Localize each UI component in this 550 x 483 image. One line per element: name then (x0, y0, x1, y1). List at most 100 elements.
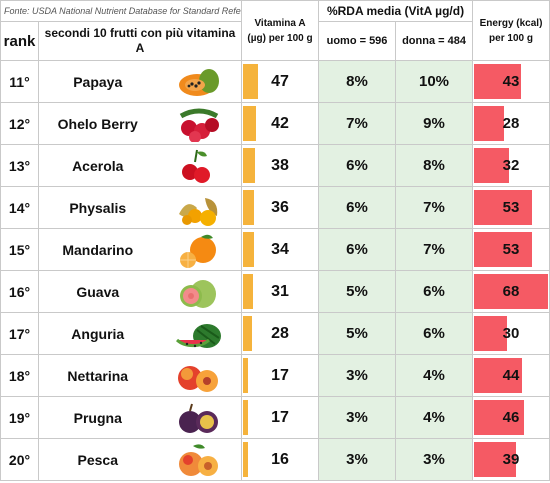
vitamin-bar (243, 190, 255, 225)
vitamin-cell: 31 (241, 270, 320, 313)
fruit-name: Pesca (38, 438, 157, 481)
vitamin-cell: 42 (241, 102, 320, 145)
fruit-image-cell (156, 270, 243, 313)
rank-cell: 17° (0, 312, 39, 355)
vitamin-bar (243, 274, 253, 309)
rda-male-cell: 6% (318, 228, 397, 271)
vitamin-cell: 17 (241, 396, 320, 439)
energy-value: 43 (502, 73, 520, 90)
rda-female-cell: 4% (395, 396, 474, 439)
rank-cell: 20° (0, 438, 39, 481)
rda-female-cell: 3% (395, 438, 474, 481)
energy-bar (474, 358, 522, 393)
vitamin-value: 34 (271, 240, 289, 258)
energy-cell: 53 (472, 186, 550, 229)
energy-bar (474, 442, 517, 477)
ohelo-berry-icon (179, 108, 219, 142)
papaya-icon (178, 68, 219, 96)
energy-cell: 46 (472, 396, 550, 439)
energy-cell: 43 (472, 60, 550, 103)
table-row: 17° Anguria 28 5% 6% 30 (0, 312, 550, 355)
energy-cell: 68 (472, 270, 550, 313)
energy-bar (474, 316, 507, 351)
table-row: 12° Ohelo Berry 42 7% 9% 28 (0, 102, 550, 145)
fruit-name: Physalis (38, 186, 157, 229)
vitamin-cell: 47 (241, 60, 320, 103)
energy-bar (474, 148, 509, 183)
fruit-name: Acerola (38, 144, 157, 187)
table-row: 16° Guava 31 5% 6% 68 (0, 270, 550, 313)
rda-male-cell: 5% (318, 270, 397, 313)
fruit-image-cell (156, 438, 243, 481)
energy-cell: 28 (472, 102, 550, 145)
table-subtitle: secondi 10 frutti con più vitamina A (37, 21, 243, 61)
rank-cell: 13° (0, 144, 39, 187)
table-row: 13° Acerola 38 6% 8% 32 (0, 144, 550, 187)
rda-female-cell: 10% (395, 60, 474, 103)
fruit-name: Guava (38, 270, 157, 313)
mandarin-icon (179, 234, 216, 268)
vitamin-value: 36 (271, 198, 289, 216)
vitamin-value: 28 (271, 324, 289, 342)
watermelon-icon (175, 323, 221, 348)
guava-icon (179, 279, 216, 308)
vitamin-value: 17 (271, 408, 289, 426)
table-row: 19° Prugna 17 3% 4% 46 (0, 396, 550, 439)
vitamin-cell: 34 (241, 228, 320, 271)
energy-value: 53 (502, 199, 520, 216)
vitamin-cell: 36 (241, 186, 320, 229)
table-row: 20° Pesca 16 3% 3% 39 (0, 438, 550, 481)
energy-cell: 39 (472, 438, 550, 481)
vitamin-cell: 38 (241, 144, 320, 187)
rda-female-cell: 7% (395, 186, 474, 229)
rda-female-cell: 8% (395, 144, 474, 187)
physalis-icon (178, 197, 217, 226)
fruit-image-cell (156, 60, 243, 103)
energy-cell: 30 (472, 312, 550, 355)
vitamin-value: 31 (271, 282, 289, 300)
energy-value: 32 (502, 157, 520, 174)
energy-value: 28 (502, 115, 520, 132)
vitamin-cell: 28 (241, 312, 320, 355)
nectarine-icon (177, 365, 218, 392)
vitamin-value: 42 (271, 114, 289, 132)
energy-value: 46 (502, 409, 520, 426)
energy-cell: 32 (472, 144, 550, 187)
rda-male-cell: 3% (318, 396, 397, 439)
fruit-name: Mandarino (38, 228, 157, 271)
energy-value: 30 (502, 325, 520, 342)
fruit-image-cell (156, 312, 243, 355)
fruit-image-cell (156, 396, 243, 439)
rank-cell: 19° (0, 396, 39, 439)
energy-bar (474, 64, 521, 99)
fruit-image-cell (156, 228, 243, 271)
vitamin-bar (243, 64, 258, 99)
rda-male-cell: 5% (318, 312, 397, 355)
vitamin-bar (243, 358, 249, 393)
rda-male-cell: 8% (318, 60, 397, 103)
rda-male-cell: 3% (318, 354, 397, 397)
vitamin-cell: 16 (241, 438, 320, 481)
rda-male-cell: 6% (318, 144, 397, 187)
energy-bar (474, 400, 524, 435)
vitamin-value: 38 (271, 156, 289, 174)
vitamin-value: 16 (271, 450, 289, 468)
energy-bar (474, 232, 532, 267)
rank-cell: 14° (0, 186, 39, 229)
fruit-image-cell (156, 186, 243, 229)
vitamin-bar (243, 106, 257, 141)
fruit-name: Ohelo Berry (38, 102, 157, 145)
peach-icon (178, 443, 218, 476)
rank-cell: 15° (0, 228, 39, 271)
table-row: 18° Nettarina 17 3% 4% 44 (0, 354, 550, 397)
source-note: Fonte: USDA National Nutrient Database f… (0, 0, 243, 22)
fruit-name: Prugna (38, 396, 157, 439)
male-header: uomo = 596 (318, 21, 397, 61)
table-row: 14° Physalis 36 6% 7% 53 (0, 186, 550, 229)
rda-male-cell: 7% (318, 102, 397, 145)
energy-value: 39 (502, 451, 520, 468)
vitamin-cell: 17 (241, 354, 320, 397)
energy-bar (474, 274, 548, 309)
